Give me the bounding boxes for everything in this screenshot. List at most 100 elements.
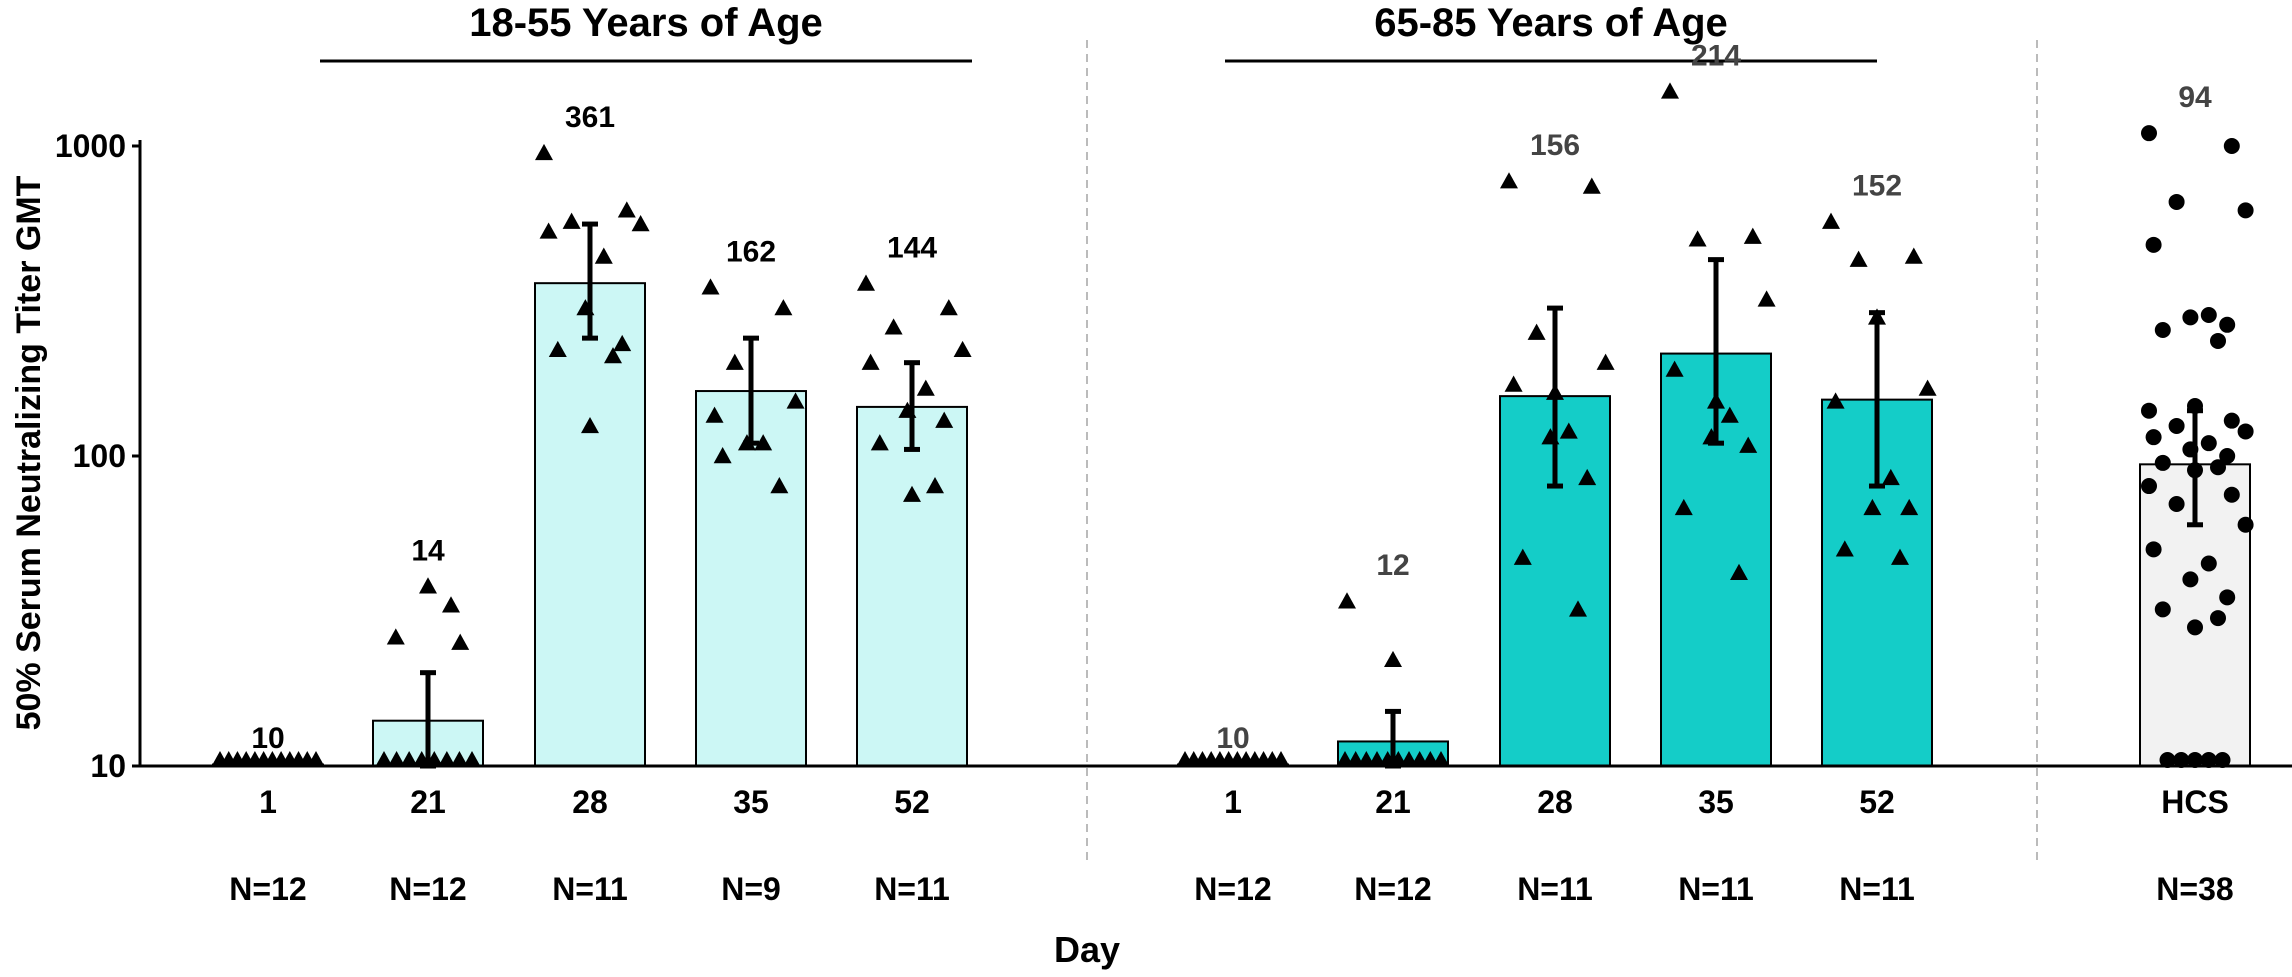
data-point [2182, 309, 2199, 326]
data-point [1757, 290, 1776, 307]
data-point [581, 416, 599, 434]
gmt-label: 144 [887, 232, 937, 265]
data-point [935, 411, 954, 428]
data-point [1702, 428, 1721, 445]
category-label: 28 [572, 784, 608, 820]
data-point [2168, 193, 2185, 210]
x-axis-title: Day [1054, 929, 1120, 970]
data-point [1822, 212, 1840, 229]
data-point [1863, 498, 1882, 516]
y-tick-label: 1000 [55, 128, 126, 164]
n-label: N=12 [1354, 871, 1431, 907]
data-point [2237, 516, 2254, 533]
data-point [1559, 422, 1578, 439]
data-point [857, 274, 875, 291]
data-point [2187, 619, 2203, 636]
n-label: N=12 [1194, 871, 1271, 907]
data-point [535, 143, 553, 161]
data-point [400, 751, 419, 768]
data-point [2200, 555, 2217, 572]
n-label: N=11 [1517, 871, 1593, 907]
data-point [2159, 752, 2176, 768]
data-point [1384, 650, 1402, 668]
data-point [1739, 436, 1758, 453]
data-point [861, 353, 880, 370]
bar [856, 405, 968, 767]
data-point [1578, 468, 1597, 486]
n-label: N=11 [1678, 871, 1754, 907]
data-point [2200, 435, 2217, 452]
category-label: HCS [2161, 784, 2229, 820]
data-point [1569, 600, 1587, 617]
category-label: 1 [1224, 784, 1242, 820]
data-point [2210, 459, 2226, 476]
data-point [1868, 308, 1886, 325]
gmt-label: 10 [251, 722, 284, 755]
gmt-label: 94 [2178, 81, 2212, 114]
data-point [870, 434, 889, 451]
data-point [2187, 462, 2203, 479]
labels-layer: 18-55 Years of Age 65-85 Years of Age 10 1 N… [10, 1, 2234, 970]
data-point [1500, 172, 1518, 189]
data-point [451, 633, 470, 650]
data-point [1504, 375, 1523, 392]
data-point [386, 628, 405, 645]
gmt-label: 10 [1216, 722, 1249, 755]
data-point [1272, 751, 1290, 768]
data-point [2214, 752, 2231, 768]
data-point [2145, 236, 2162, 253]
data-point [562, 212, 581, 229]
data-point [2210, 332, 2226, 349]
data-point [594, 247, 613, 264]
data-point [1881, 468, 1900, 486]
data-point [725, 353, 744, 370]
data-point [1338, 592, 1356, 609]
data-point [1513, 548, 1532, 565]
data-point [463, 751, 481, 768]
data-point [1720, 406, 1739, 423]
data-point [2168, 496, 2185, 513]
data-point [1891, 548, 1909, 565]
data-point [631, 215, 650, 232]
data-point [1432, 751, 1450, 768]
gmt-label: 162 [726, 235, 776, 268]
data-point [2187, 397, 2203, 414]
data-point [604, 347, 622, 364]
data-point [2145, 429, 2162, 446]
data-point [1730, 563, 1748, 580]
data-point [1541, 428, 1560, 445]
data-point [2145, 541, 2162, 558]
data-point [2219, 316, 2236, 333]
gmt-label: 14 [411, 534, 445, 567]
category-label: 21 [410, 784, 446, 820]
data-point [539, 222, 558, 239]
gmt-label: 152 [1852, 170, 1902, 203]
data-point [387, 751, 406, 768]
data-point [2200, 752, 2217, 768]
gmt-label: 156 [1530, 129, 1580, 162]
data-point [1582, 177, 1601, 194]
data-point [2182, 571, 2199, 588]
data-point [705, 406, 724, 423]
y-tick-label: 10 [90, 748, 126, 784]
data-point [1674, 498, 1693, 516]
bars-layer [212, 282, 2251, 768]
data-point [2154, 454, 2171, 471]
data-point [884, 318, 903, 335]
data-point [412, 751, 431, 768]
data-point [2154, 321, 2171, 338]
data-point [375, 751, 393, 768]
axes-layer [132, 40, 2292, 862]
n-label: N=12 [389, 871, 466, 907]
data-point [1849, 250, 1868, 267]
data-point [442, 596, 460, 613]
data-point [2219, 448, 2236, 464]
gmt-label: 12 [1376, 549, 1409, 582]
data-point [1835, 540, 1854, 557]
data-point [1596, 353, 1615, 370]
data-point [770, 477, 789, 494]
category-label: 52 [1859, 784, 1895, 820]
data-point [2168, 417, 2185, 434]
data-point [1661, 82, 1679, 99]
category-label: 52 [894, 784, 930, 820]
